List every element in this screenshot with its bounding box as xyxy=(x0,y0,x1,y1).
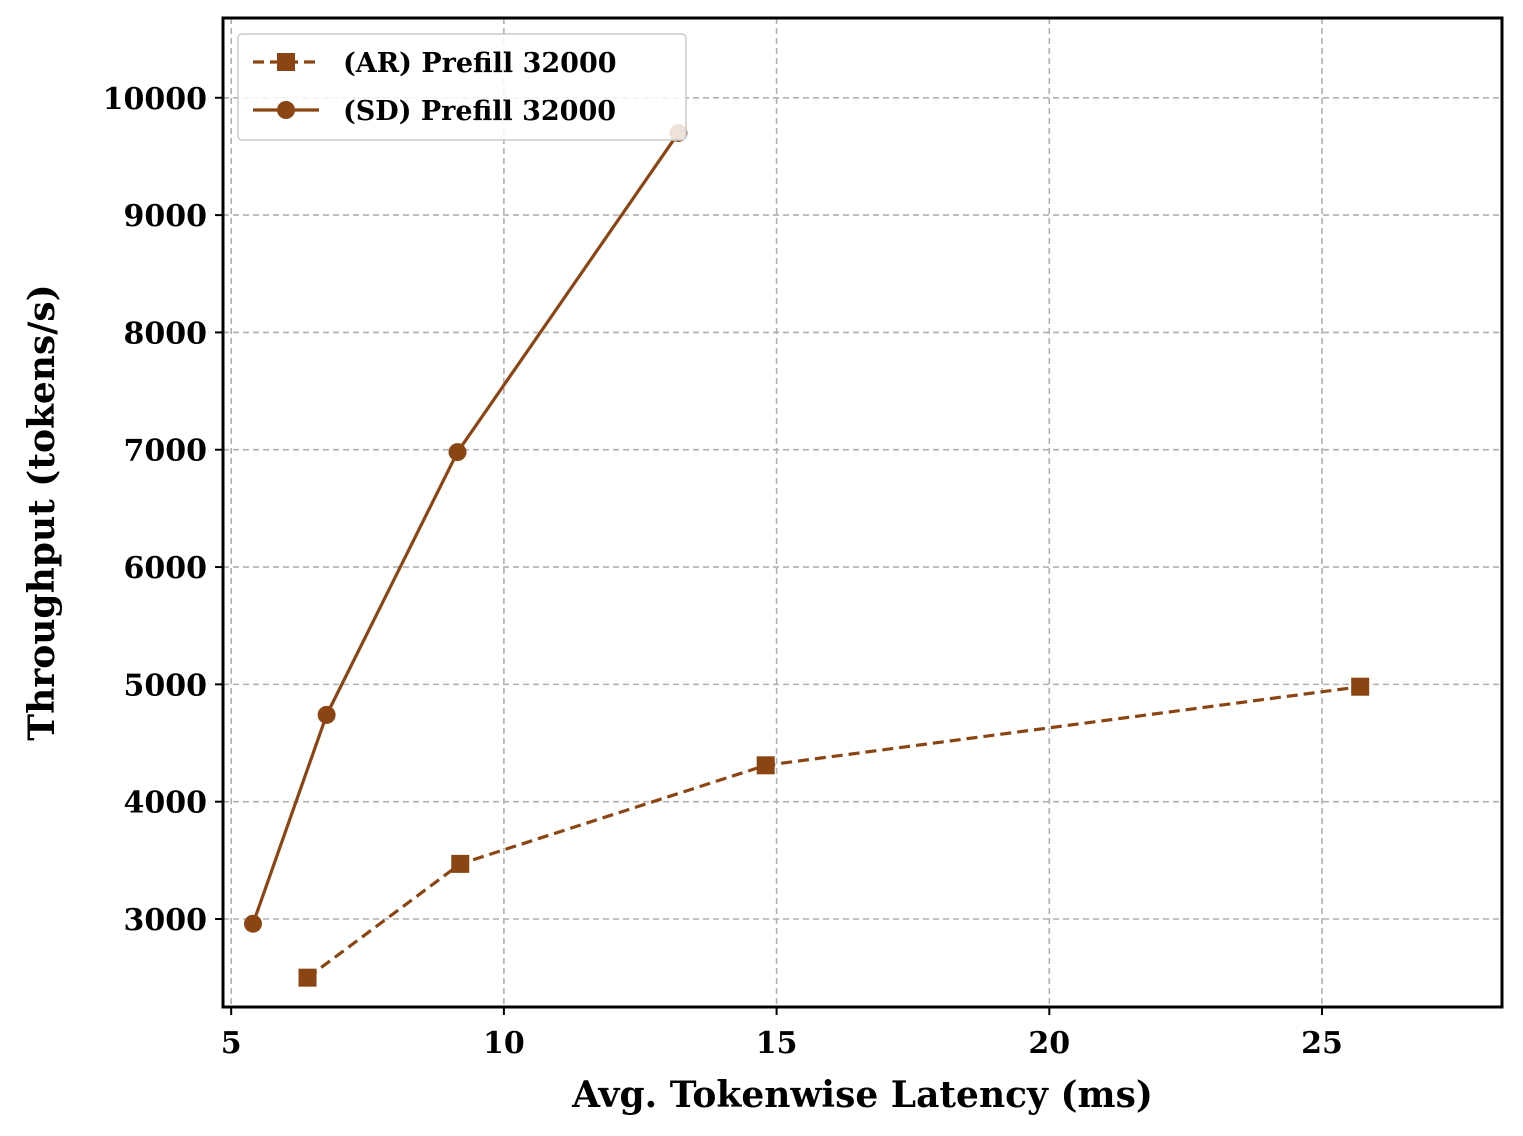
x-tick-label-15: 15 xyxy=(756,1026,798,1061)
data-point-sd-2 xyxy=(448,443,467,462)
y-tick-label-6000: 6000 xyxy=(124,551,208,586)
legend-label-ar: (AR) Prefill 32000 xyxy=(343,48,617,79)
legend-box xyxy=(237,33,687,141)
x-tick-label-10: 10 xyxy=(483,1026,525,1061)
data-point-sd-1 xyxy=(317,705,336,724)
data-point-sd-0 xyxy=(243,914,262,933)
data-point-ar-2 xyxy=(756,756,775,775)
data-point-ar-3 xyxy=(1351,677,1370,696)
tick-layer: 5 10 15 20 25 3000 4000 5000 6000 7000 8000 9000 100… xyxy=(103,82,1343,1061)
y-tick-label-3000: 3000 xyxy=(124,903,208,938)
plot-frame xyxy=(221,16,1504,1009)
legend-label-sd: (SD) Prefill 32000 xyxy=(343,96,616,127)
x-tick-label-5: 5 xyxy=(221,1026,242,1061)
legend: (AR) Prefill 32000 (SD) Prefill 32000 xyxy=(237,33,687,141)
legend-marker-ar xyxy=(277,53,295,71)
x-axis-label: Avg. Tokenwise Latency (ms) xyxy=(571,1074,1153,1116)
y-tick-label-9000: 9000 xyxy=(124,199,208,234)
legend-marker-sd xyxy=(277,101,295,119)
data-point-ar-0 xyxy=(298,968,317,987)
y-axis-label: Throughput (tokens/s) xyxy=(21,284,63,740)
y-tick-label-7000: 7000 xyxy=(124,434,208,469)
x-tick-label-25: 25 xyxy=(1301,1026,1343,1061)
series-line-sd xyxy=(251,132,680,925)
y-tick-label-4000: 4000 xyxy=(124,786,208,821)
y-tick-label-10000: 10000 xyxy=(103,82,207,117)
grid-layer xyxy=(223,18,1502,1007)
series-line-ar xyxy=(306,685,1361,979)
y-tick-label-5000: 5000 xyxy=(124,668,208,703)
y-tick-label-8000: 8000 xyxy=(124,316,208,351)
series-layer xyxy=(243,123,1370,987)
data-point-ar-1 xyxy=(451,854,470,873)
x-tick-label-20: 20 xyxy=(1028,1026,1070,1061)
